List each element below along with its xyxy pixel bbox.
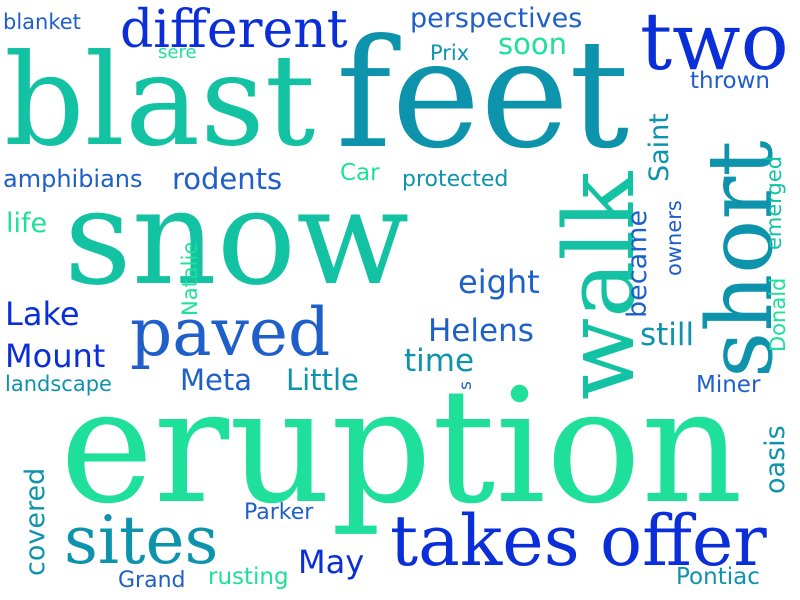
- word-s: s: [456, 381, 476, 390]
- word-parker: Parker: [244, 500, 314, 525]
- word-perspectives: perspectives: [410, 3, 583, 34]
- word-miner: Miner: [696, 372, 761, 398]
- word-rusting: rusting: [208, 564, 289, 590]
- word-car: Car: [340, 160, 380, 186]
- word-covered: covered: [20, 467, 51, 576]
- word-oasis: oasis: [760, 425, 791, 494]
- word-thrown: thrown: [690, 68, 771, 94]
- word-offer: offer: [600, 500, 767, 582]
- word-paved: paved: [130, 294, 331, 371]
- word-meta: Meta: [180, 363, 253, 397]
- word-became: became: [622, 209, 653, 318]
- word-helens: Helens: [428, 313, 534, 349]
- word-life: life: [6, 208, 48, 239]
- word-grand: Grand: [118, 568, 186, 593]
- word-eight: eight: [458, 263, 540, 301]
- word-feet: feet: [336, 8, 630, 182]
- word-rodents: rodents: [172, 162, 283, 196]
- word-donald: Donald: [766, 277, 790, 352]
- word-sites: sites: [64, 502, 219, 579]
- word-takes: takes: [390, 500, 580, 582]
- word-landscape: landscape: [5, 372, 112, 396]
- word-natalie: Natalie: [178, 241, 202, 316]
- word-snow: snow: [64, 161, 410, 315]
- word-prix: Prix: [430, 41, 470, 65]
- word-protected: protected: [402, 167, 509, 192]
- word-mount: Mount: [5, 337, 106, 375]
- word-sere: sere: [158, 42, 197, 63]
- word-eruption: eruption: [60, 355, 743, 539]
- word-blanket: blanket: [3, 10, 81, 34]
- word-different: different: [120, 0, 348, 60]
- word-still: still: [640, 317, 695, 353]
- word-emerged: emerged: [762, 155, 786, 250]
- word-two: two: [640, 0, 789, 88]
- word-little: Little: [286, 363, 359, 397]
- word-owners: owners: [662, 200, 686, 276]
- word-amphibians: amphibians: [3, 165, 143, 193]
- word-lake: Lake: [5, 295, 80, 333]
- word-soon: soon: [498, 27, 567, 61]
- word-may: May: [298, 543, 365, 581]
- word-saint: Saint: [644, 113, 675, 182]
- word-blast: blast: [4, 27, 316, 174]
- word-time: time: [404, 343, 475, 379]
- word-pontiac: Pontiac: [676, 564, 760, 590]
